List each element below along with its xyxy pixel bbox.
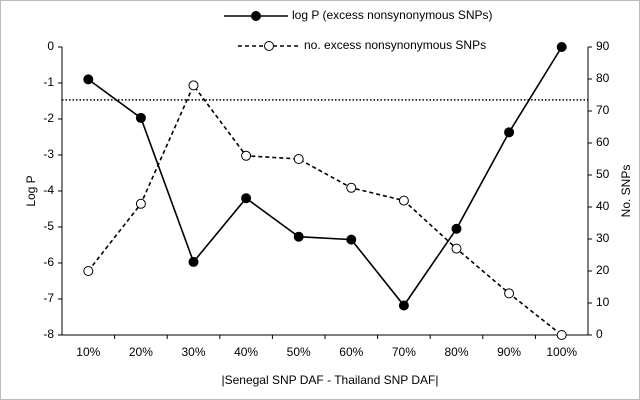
x-tick-label: 80% bbox=[444, 345, 468, 359]
x-tick-label: 20% bbox=[129, 345, 153, 359]
y-tick-label: -3 bbox=[43, 147, 54, 161]
x-tick-label: 70% bbox=[392, 345, 416, 359]
data-point bbox=[346, 182, 357, 193]
data-point bbox=[504, 288, 515, 299]
y-axis-title: Log P bbox=[24, 175, 38, 206]
y-tick-label: -6 bbox=[43, 255, 54, 269]
data-point bbox=[135, 198, 146, 209]
legend-marker bbox=[264, 41, 274, 51]
y2-tick-label: 80 bbox=[596, 71, 610, 85]
data-point bbox=[504, 127, 515, 138]
y2-tick-label: 70 bbox=[596, 103, 610, 117]
data-point bbox=[83, 74, 94, 85]
y-tick-label: 0 bbox=[47, 39, 54, 53]
x-tick-label: 50% bbox=[287, 345, 311, 359]
data-point bbox=[398, 300, 409, 311]
y2-tick-label: 60 bbox=[596, 135, 610, 149]
data-point bbox=[398, 195, 409, 206]
y2-axis-title: No. SNPs bbox=[619, 165, 633, 218]
data-point bbox=[293, 154, 304, 164]
data-point bbox=[346, 234, 357, 245]
data-point bbox=[188, 80, 199, 91]
x-tick-label: 90% bbox=[497, 345, 521, 359]
y-tick-label: -2 bbox=[43, 111, 54, 125]
x-axis-title: |Senegal SNP DAF - Thailand SNP DAF| bbox=[221, 373, 438, 387]
series-line bbox=[87, 46, 563, 307]
y-tick-label: -8 bbox=[43, 327, 54, 341]
y2-tick-label: 10 bbox=[596, 295, 610, 309]
y-tick-label: -7 bbox=[43, 291, 54, 305]
x-tick-label: 60% bbox=[339, 345, 363, 359]
legend-marker bbox=[251, 11, 261, 21]
data-point bbox=[83, 266, 94, 276]
data-point bbox=[556, 330, 567, 340]
y-tick-label: -4 bbox=[43, 183, 54, 197]
y2-tick-label: 40 bbox=[596, 199, 610, 213]
x-tick-label: 40% bbox=[234, 345, 258, 359]
data-point bbox=[135, 112, 146, 123]
data-point bbox=[241, 150, 252, 161]
legend-label: no. excess nonsynonymous SNPs bbox=[304, 38, 486, 52]
y-tick-label: -5 bbox=[43, 219, 54, 233]
legend-label: log P (excess nonsynonymous SNPs) bbox=[292, 8, 493, 22]
y-tick-label: -1 bbox=[43, 75, 54, 89]
series-line bbox=[87, 83, 563, 336]
y2-tick-label: 20 bbox=[596, 263, 610, 277]
x-tick-label: 30% bbox=[181, 345, 205, 359]
data-point bbox=[451, 223, 462, 234]
data-point bbox=[188, 256, 199, 267]
y2-tick-label: 0 bbox=[596, 327, 603, 341]
x-tick-label: 10% bbox=[76, 345, 100, 359]
y2-tick-label: 30 bbox=[596, 231, 610, 245]
data-point bbox=[556, 42, 567, 52]
data-point bbox=[241, 193, 252, 204]
data-point bbox=[451, 243, 462, 254]
x-tick-label: 100% bbox=[546, 345, 577, 359]
y2-tick-label: 50 bbox=[596, 167, 610, 181]
y2-tick-label: 90 bbox=[596, 39, 610, 53]
data-point bbox=[293, 231, 304, 242]
